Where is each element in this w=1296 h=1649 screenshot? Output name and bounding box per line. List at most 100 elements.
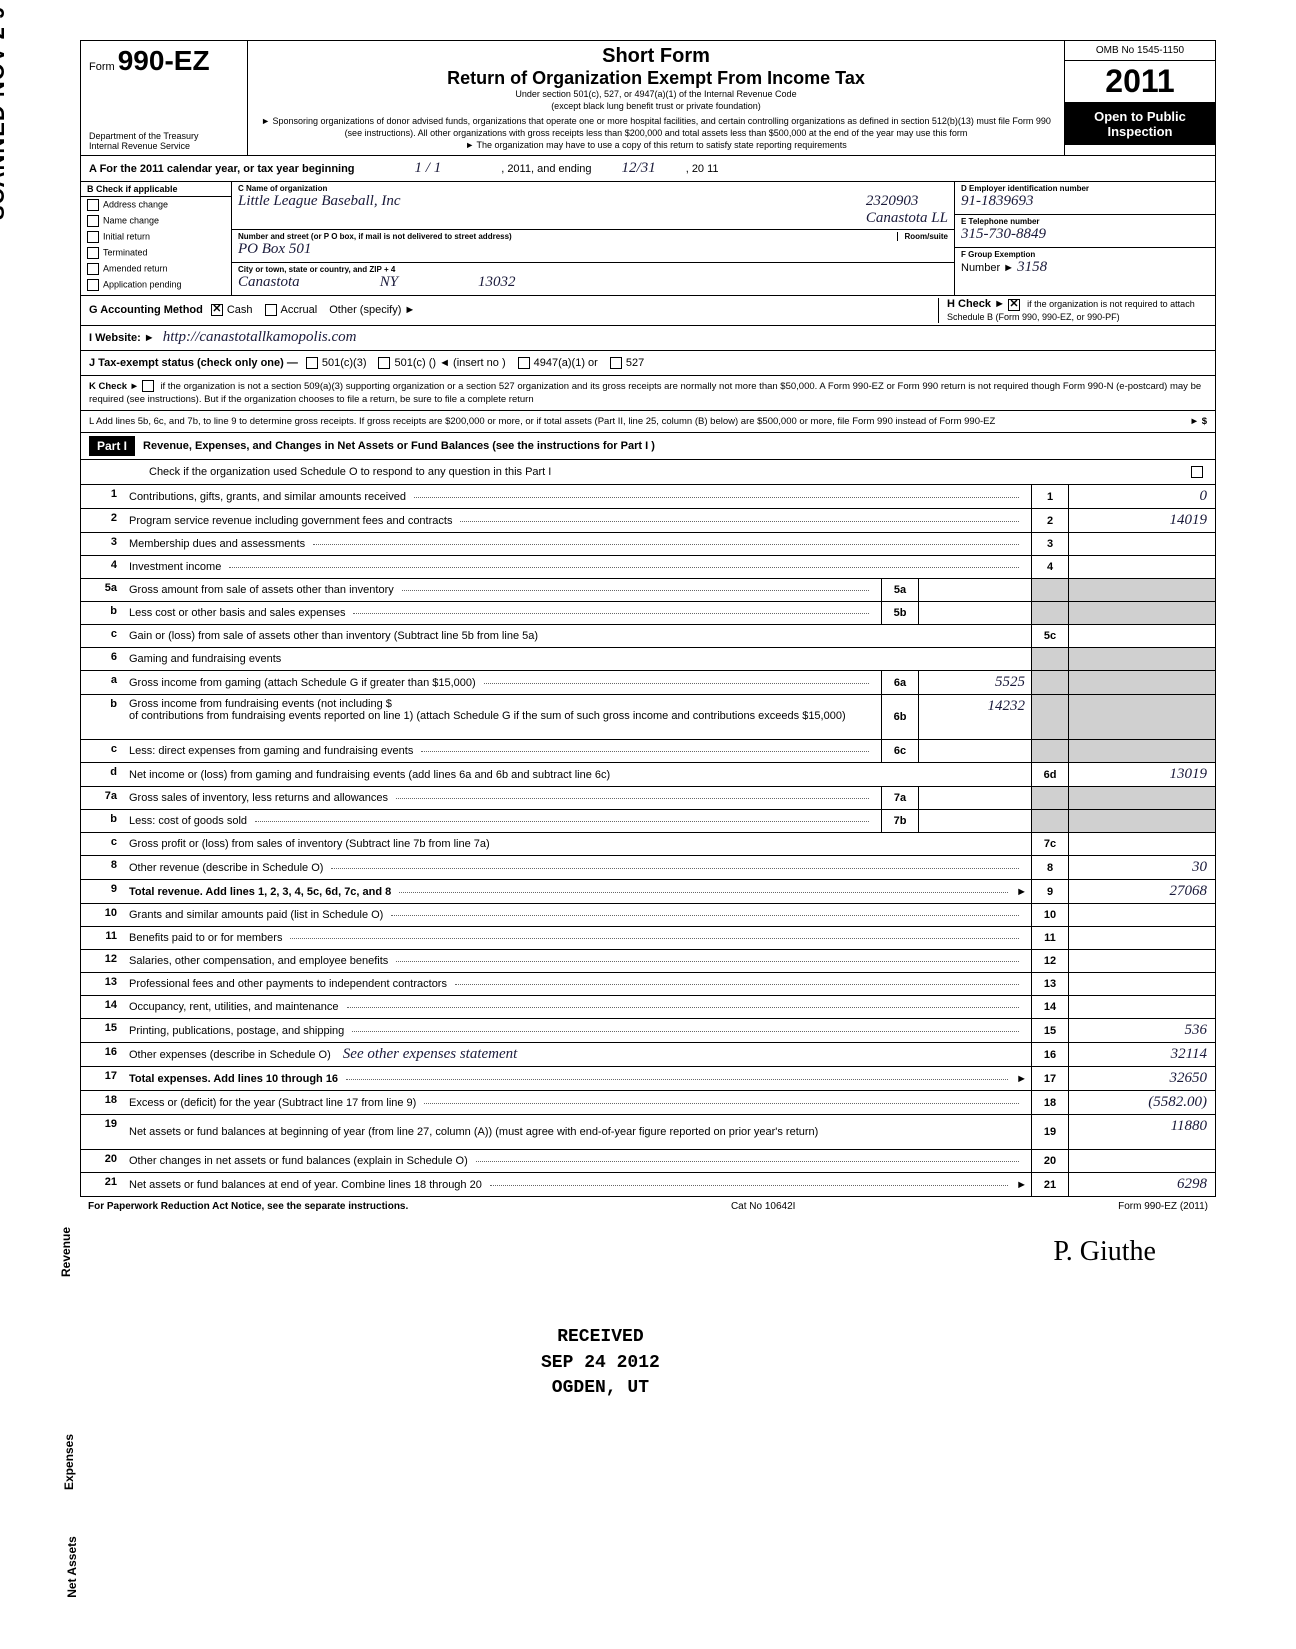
b-terminated: Terminated [103,248,148,258]
part1-title: Revenue, Expenses, and Changes in Net As… [143,440,655,452]
open-public: Open to Public [1069,109,1211,124]
part1-check-row: Check if the organization used Schedule … [81,460,1215,485]
j-c3: 501(c)(3) [322,357,367,369]
line-7c: c Gross profit or (loss) from sales of i… [81,833,1215,856]
line-1: 1 Contributions, gifts, grants, and simi… [81,485,1215,509]
part1-check: Check if the organization used Schedule … [149,466,551,478]
j-label: J Tax-exempt status (check only one) — [89,357,298,369]
l6-desc: Gaming and fundraising events [129,653,281,665]
tax-year: 2011 [1065,61,1215,103]
form-title: Short Form [256,45,1056,68]
signature: P. Giuthe [80,1216,1216,1288]
line-8: 8 Other revenue (describe in Schedule O)… [81,856,1215,880]
j-501c-checkbox[interactable] [378,357,390,369]
city-label: City or town, state or country, and ZIP … [238,265,948,274]
form-copy-note: ► The organization may have to use a cop… [256,140,1056,152]
cash-checkbox[interactable] [211,304,223,316]
address-change-checkbox[interactable] [87,199,99,211]
street-label: Number and street (or P O box, if mail i… [238,232,512,241]
l15-val: 536 [1068,1019,1215,1042]
l6d-val: 13019 [1068,763,1215,786]
j-527-checkbox[interactable] [610,357,622,369]
part1-checkbox[interactable] [1191,466,1203,478]
org-street: PO Box 501 [238,241,311,257]
e-label: E Telephone number [961,217,1209,226]
i-label: I Website: ► [89,332,155,344]
page-footer: For Paperwork Reduction Act Notice, see … [80,1197,1216,1216]
line-11: 11 Benefits paid to or for members 11 [81,927,1215,950]
l4-desc: Investment income [129,561,221,573]
sidebar-expenses: Expenses [62,1434,76,1490]
l20-desc: Other changes in net assets or fund bala… [129,1155,468,1167]
l2-val: 14019 [1068,509,1215,532]
line-6b: b Gross income from fundraising events (… [81,695,1215,740]
l19-desc: Net assets or fund balances at beginning… [129,1126,818,1138]
line-14: 14 Occupancy, rent, utilities, and maint… [81,996,1215,1019]
form-number: 990-EZ [118,45,210,76]
l17-val: 32650 [1068,1067,1215,1090]
row-k: K Check ► if the organization is not a s… [81,376,1215,412]
initial-return-checkbox[interactable] [87,231,99,243]
l6c-desc: Less: direct expenses from gaming and fu… [129,745,413,757]
b-amended: Amended return [103,264,168,274]
line-3: 3 Membership dues and assessments 3 [81,533,1215,556]
b-initial: Initial return [103,232,150,242]
line-4: 4 Investment income 4 [81,556,1215,579]
l17-desc: Total expenses. Add lines 10 through 16 [129,1073,338,1085]
j-4947-checkbox[interactable] [518,357,530,369]
website-url: http://canastotallkamopolis.com [163,329,357,346]
line-7b: b Less: cost of goods sold 7b [81,810,1215,833]
accrual-checkbox[interactable] [265,304,277,316]
l-text: L Add lines 5b, 6c, and 7b, to line 9 to… [89,415,995,428]
line-12: 12 Salaries, other compensation, and emp… [81,950,1215,973]
k-checkbox[interactable] [142,380,154,392]
line-21: 21 Net assets or fund balances at end of… [81,1173,1215,1196]
row-j: J Tax-exempt status (check only one) — 5… [81,351,1215,376]
org-city: Canastota [238,274,300,291]
l8-desc: Other revenue (describe in Schedule O) [129,862,323,874]
line-9: 9 Total revenue. Add lines 1, 2, 3, 4, 5… [81,880,1215,904]
received-label: RECEIVED [541,1325,660,1350]
l5a-desc: Gross amount from sale of assets other t… [129,584,394,596]
line-6d: d Net income or (loss) from gaming and f… [81,763,1215,787]
h-checkbox[interactable] [1008,299,1020,311]
sidebar-netassets: Net Assets [65,1537,79,1599]
pending-checkbox[interactable] [87,279,99,291]
footer-pra: For Paperwork Reduction Act Notice, see … [88,1201,408,1212]
j-501c3-checkbox[interactable] [306,357,318,369]
a-begin: 1 / 1 [415,160,442,177]
omb-number: OMB No 1545-1150 [1065,41,1215,61]
g-cash: Cash [227,304,253,316]
org-name: Little League Baseball, Inc [238,193,400,227]
line-18: 18 Excess or (deficit) for the year (Sub… [81,1091,1215,1115]
line-5c: c Gain or (loss) from sale of assets oth… [81,625,1215,648]
line-6: 6 Gaming and fundraising events [81,648,1215,671]
g-label: G Accounting Method [89,304,203,316]
form-except: (except black lung benefit trust or priv… [256,101,1056,113]
l18-val: (5582.00) [1068,1091,1215,1114]
d-label: D Employer identification number [961,184,1209,193]
l21-desc: Net assets or fund balances at end of ye… [129,1179,482,1191]
line-5b: b Less cost or other basis and sales exp… [81,602,1215,625]
org-zip: 13032 [478,274,516,291]
k-text: if the organization is not a section 509… [89,381,1201,405]
received-ogden: OGDEN, UT [541,1376,660,1401]
line-2: 2 Program service revenue including gove… [81,509,1215,533]
info-grid: B Check if applicable Address change Nam… [81,182,1215,296]
l9-desc: Total revenue. Add lines 1, 2, 3, 4, 5c,… [129,886,391,898]
sidebar-revenue: Revenue [59,1227,73,1277]
b-name: Name change [103,216,159,226]
line-17: 17 Total expenses. Add lines 10 through … [81,1067,1215,1091]
name-change-checkbox[interactable] [87,215,99,227]
terminated-checkbox[interactable] [87,247,99,259]
line-13: 13 Professional fees and other payments … [81,973,1215,996]
a-label: A For the 2011 calendar year, or tax yea… [89,163,355,175]
l15-desc: Printing, publications, postage, and shi… [129,1025,344,1037]
l6b2-desc: of contributions from fundraising events… [129,710,846,722]
l8-val: 30 [1068,856,1215,879]
amended-checkbox[interactable] [87,263,99,275]
b-header: B Check if applicable [81,182,231,197]
g-accrual: Accrual [281,304,318,316]
l6a-val: 5525 [918,671,1031,694]
j-527: 527 [626,357,644,369]
